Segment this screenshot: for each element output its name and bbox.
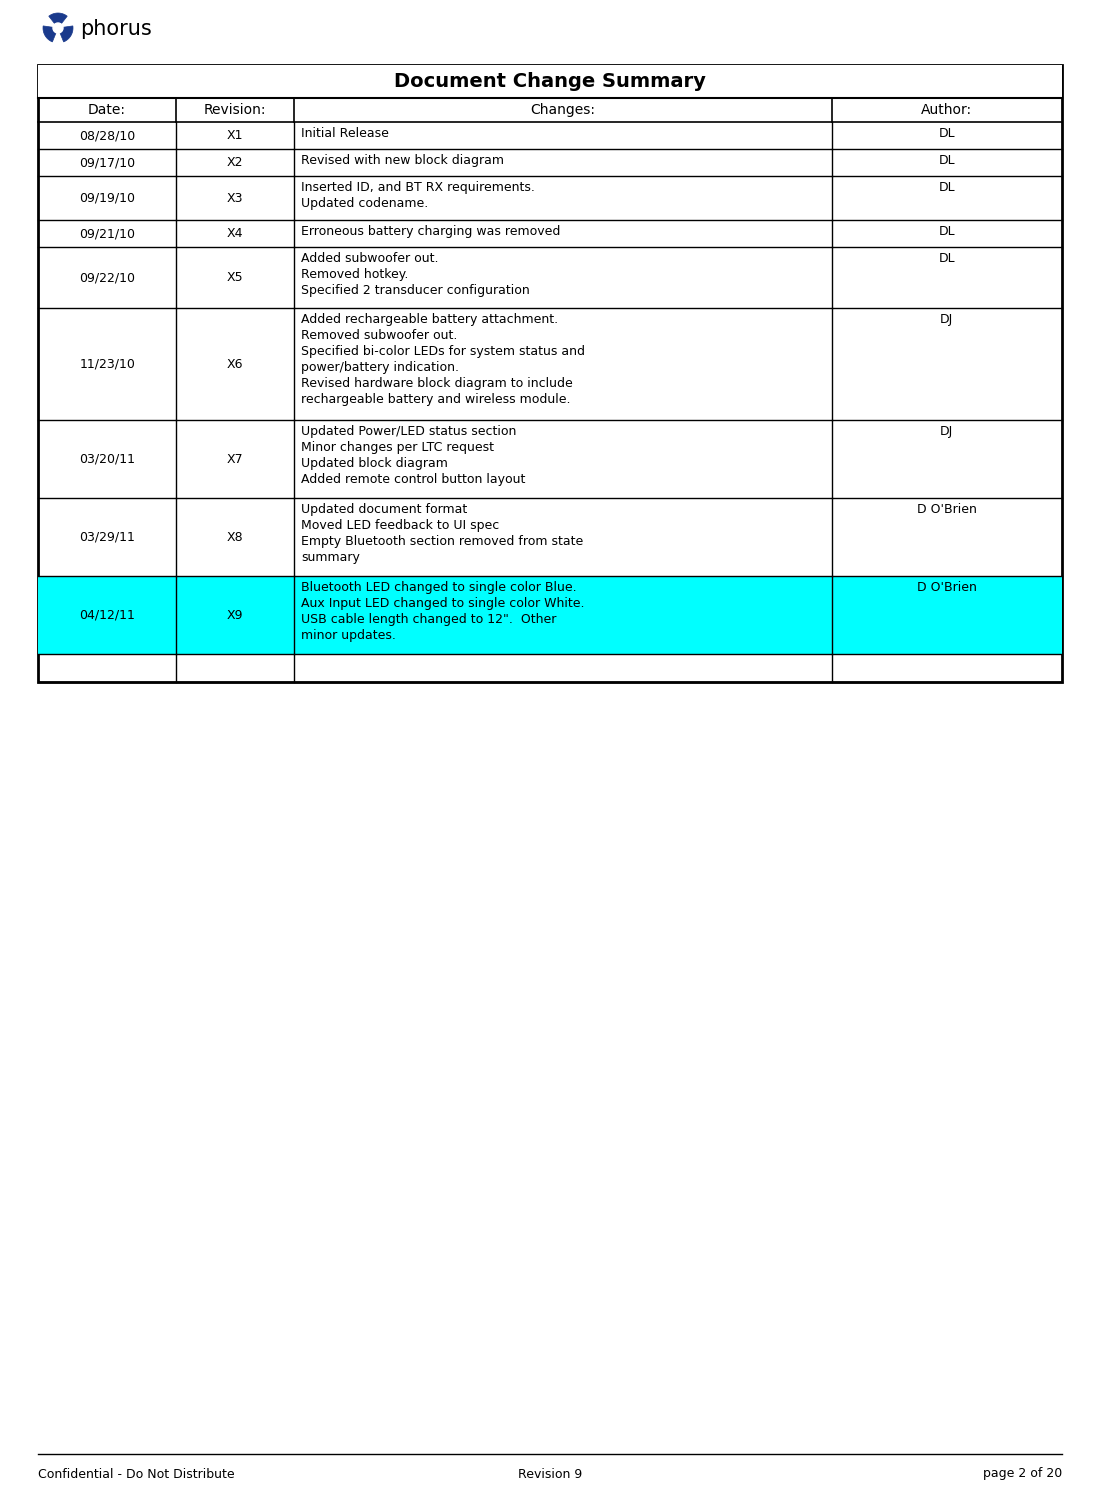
- Text: Updated Power/LED status section
Minor changes per LTC request
Updated block dia: Updated Power/LED status section Minor c…: [301, 425, 526, 486]
- Circle shape: [53, 22, 63, 33]
- Text: Revised with new block diagram: Revised with new block diagram: [301, 154, 504, 168]
- Text: X9: X9: [227, 609, 243, 621]
- Text: X1: X1: [227, 129, 243, 142]
- Text: Bluetooth LED changed to single color Blue.
Aux Input LED changed to single colo: Bluetooth LED changed to single color Bl…: [301, 580, 584, 642]
- Text: DL: DL: [938, 127, 955, 141]
- Polygon shape: [48, 13, 67, 24]
- Bar: [39, 64, 1062, 682]
- Text: 03/29/11: 03/29/11: [79, 531, 135, 543]
- Text: Author:: Author:: [921, 103, 972, 117]
- Text: Document Change Summary: Document Change Summary: [394, 72, 706, 91]
- Text: Confidential - Do Not Distribute: Confidential - Do Not Distribute: [39, 1468, 234, 1481]
- Text: X5: X5: [227, 271, 243, 284]
- Bar: [39, 576, 1062, 654]
- Text: X7: X7: [227, 452, 243, 465]
- Text: 09/21/10: 09/21/10: [79, 227, 135, 239]
- Text: 11/23/10: 11/23/10: [79, 358, 135, 371]
- Text: DJ: DJ: [940, 313, 954, 326]
- Text: Added subwoofer out.
Removed hotkey.
Specified 2 transducer configuration: Added subwoofer out. Removed hotkey. Spe…: [301, 251, 530, 298]
- Text: DL: DL: [938, 154, 955, 168]
- Text: X2: X2: [227, 156, 243, 169]
- Text: X3: X3: [227, 191, 243, 205]
- Text: D O'Brien: D O'Brien: [917, 503, 977, 516]
- Text: X4: X4: [227, 227, 243, 239]
- Text: Revision:: Revision:: [204, 103, 266, 117]
- Text: 09/17/10: 09/17/10: [79, 156, 135, 169]
- Text: Added rechargeable battery attachment.
Removed subwoofer out.
Specified bi-color: Added rechargeable battery attachment. R…: [301, 313, 585, 405]
- Text: Initial Release: Initial Release: [301, 127, 389, 141]
- Text: 09/22/10: 09/22/10: [79, 271, 135, 284]
- Text: DJ: DJ: [940, 425, 954, 438]
- Text: D O'Brien: D O'Brien: [917, 580, 977, 594]
- Text: page 2 of 20: page 2 of 20: [982, 1468, 1062, 1481]
- Polygon shape: [59, 25, 73, 42]
- Text: phorus: phorus: [80, 19, 152, 39]
- Text: 08/28/10: 08/28/10: [79, 129, 135, 142]
- Text: Erroneous battery charging was removed: Erroneous battery charging was removed: [301, 224, 560, 238]
- Bar: [39, 64, 1062, 99]
- Text: DL: DL: [938, 251, 955, 265]
- Text: 03/20/11: 03/20/11: [79, 452, 135, 465]
- Text: Date:: Date:: [88, 103, 126, 117]
- Text: Inserted ID, and BT RX requirements.
Updated codename.: Inserted ID, and BT RX requirements. Upd…: [301, 181, 535, 209]
- Text: Updated document format
Moved LED feedback to UI spec
Empty Bluetooth section re: Updated document format Moved LED feedba…: [301, 503, 583, 564]
- Text: DL: DL: [938, 224, 955, 238]
- Text: X8: X8: [227, 531, 243, 543]
- Text: 04/12/11: 04/12/11: [79, 609, 135, 621]
- Polygon shape: [43, 25, 56, 42]
- Text: 09/19/10: 09/19/10: [79, 191, 135, 205]
- Text: Changes:: Changes:: [530, 103, 595, 117]
- Text: DL: DL: [938, 181, 955, 194]
- Text: Revision 9: Revision 9: [518, 1468, 582, 1481]
- Text: X6: X6: [227, 358, 243, 371]
